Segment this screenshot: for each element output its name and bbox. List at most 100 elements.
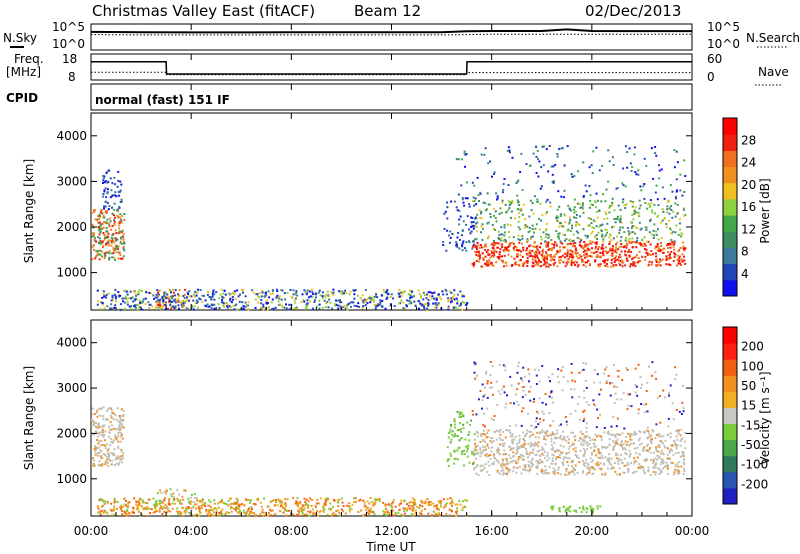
- power-cell: [168, 299, 171, 302]
- power-cell: [634, 146, 636, 149]
- velocity-cell: [487, 429, 490, 432]
- velocity-cell: [660, 471, 662, 474]
- power-cell: [325, 293, 328, 296]
- power-cell: [186, 297, 189, 300]
- power-cell: [111, 225, 114, 228]
- velocity-cell: [522, 366, 525, 369]
- velocity-cell: [213, 499, 216, 502]
- velocity-cell: [119, 435, 122, 438]
- velocity-cell: [581, 432, 584, 435]
- power-cell: [157, 294, 160, 297]
- power-cell: [596, 238, 599, 241]
- velocity-cell: [650, 374, 653, 377]
- velocity-cell: [625, 367, 628, 369]
- velocity-cell: [590, 451, 593, 454]
- velocity-cell: [557, 449, 560, 452]
- velocity-cell: [136, 506, 139, 509]
- velocity-cell: [173, 496, 175, 499]
- noise-series: [90, 28, 692, 36]
- velocity-cell: [639, 431, 642, 433]
- power-cell: [534, 258, 537, 261]
- velocity-cell: [148, 498, 151, 501]
- power-cell: [563, 189, 566, 192]
- power-cell: [516, 194, 519, 197]
- power-cell: [545, 252, 548, 255]
- power-cell: [652, 237, 655, 239]
- velocity-cell: [407, 504, 410, 507]
- velocity-cell: [456, 458, 459, 461]
- power-cell: [539, 187, 542, 190]
- velocity-colorbar-segment: [723, 471, 737, 489]
- power-cell: [170, 307, 173, 310]
- power-cell: [669, 246, 672, 249]
- velocity-cell: [658, 446, 661, 449]
- power-cell: [116, 238, 119, 241]
- power-cell: [674, 253, 677, 256]
- velocity-cell: [544, 469, 547, 471]
- velocity-cell: [509, 457, 512, 460]
- power-cell: [458, 218, 461, 221]
- power-cell: [480, 231, 483, 234]
- power-cell: [605, 188, 608, 191]
- velocity-cell: [542, 470, 545, 473]
- power-cell: [103, 207, 106, 210]
- velocity-cell: [652, 460, 655, 462]
- power-cell: [501, 201, 504, 204]
- power-cell: [558, 256, 561, 259]
- power-cell: [106, 240, 109, 243]
- power-cell: [365, 300, 367, 303]
- power-cell: [587, 235, 589, 237]
- power-cell: [637, 169, 640, 172]
- velocity-cell: [480, 435, 483, 438]
- velocity-cell: [651, 458, 654, 461]
- power-cell: [499, 248, 502, 251]
- power-cell: [526, 254, 529, 257]
- power-cell: [123, 289, 126, 292]
- power-cell: [608, 160, 611, 163]
- power-cell: [666, 200, 669, 203]
- power-cell: [352, 301, 355, 304]
- velocity-cell: [158, 507, 161, 510]
- velocity-colorbar-segment: [723, 359, 737, 376]
- power-cell: [277, 300, 280, 303]
- velocity-cell: [605, 366, 608, 369]
- velocity-cell: [672, 453, 675, 456]
- power-cell: [276, 290, 279, 293]
- velocity-cell: [176, 510, 179, 513]
- velocity-cell: [188, 500, 191, 503]
- power-cell: [105, 227, 108, 229]
- power-cell: [581, 206, 584, 209]
- power-cell: [642, 185, 645, 188]
- power-cell: [118, 230, 121, 233]
- power-cell: [505, 264, 508, 267]
- velocity-cell: [449, 502, 451, 505]
- velocity-cell: [582, 470, 585, 473]
- velocity-cell: [502, 471, 505, 474]
- velocity-cell: [478, 398, 480, 401]
- power-cell: [350, 305, 352, 308]
- power-cell: [231, 292, 234, 295]
- power-cell: [632, 261, 635, 264]
- velocity-cell: [304, 500, 307, 503]
- power-cell: [473, 261, 476, 264]
- power-cell: [516, 180, 519, 183]
- power-cell: [581, 204, 584, 207]
- power-cell: [652, 177, 655, 180]
- velocity-cell: [458, 500, 461, 503]
- power-cell: [412, 295, 415, 298]
- velocity-cell: [584, 461, 587, 464]
- power-cell: [475, 237, 478, 240]
- velocity-cell: [116, 501, 119, 503]
- velocity-colorbar-segment: [723, 391, 737, 408]
- power-cell: [279, 289, 282, 291]
- power-colorbar-tick-label: 8: [741, 245, 749, 259]
- power-cell: [118, 216, 121, 219]
- velocity-cell: [479, 390, 482, 392]
- power-cell: [549, 201, 552, 204]
- power-cell: [528, 164, 531, 167]
- velocity-cell: [187, 497, 190, 500]
- velocity-cell: [494, 430, 497, 433]
- power-cell: [629, 242, 632, 244]
- velocity-cell: [543, 435, 546, 438]
- velocity-cell: [595, 464, 598, 467]
